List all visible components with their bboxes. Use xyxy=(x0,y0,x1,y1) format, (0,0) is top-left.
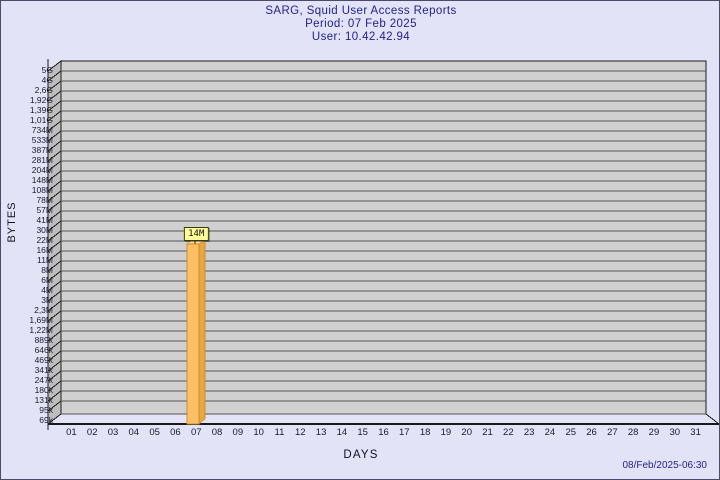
x-tick-label: 28 xyxy=(627,427,639,438)
x-tick-label: 26 xyxy=(586,427,597,438)
y-tick-label: 16M xyxy=(36,245,53,255)
y-tick-label: 387M xyxy=(31,145,53,155)
y-tick-label: 1,39G xyxy=(29,105,53,115)
x-tick-label: 21 xyxy=(482,427,493,438)
y-tick-label: 30M xyxy=(36,225,53,235)
y-tick-label: 1,22M xyxy=(29,325,53,335)
y-tick-label: 1,01G xyxy=(29,115,53,125)
x-tick-label: 04 xyxy=(128,427,140,438)
x-tick-label: 08 xyxy=(211,427,223,438)
y-tick-label: 95k xyxy=(39,405,53,415)
x-tick-label: 30 xyxy=(669,427,681,438)
y-tick-label: 41M xyxy=(36,215,53,225)
y-tick-label: 469k xyxy=(34,355,53,365)
x-tick-label: 18 xyxy=(419,427,431,438)
x-tick-label: 27 xyxy=(607,427,618,438)
x-tick-label: 16 xyxy=(378,427,389,438)
x-tick-label: 03 xyxy=(107,427,119,438)
x-tick-label: 20 xyxy=(461,427,472,438)
report-period: Period: 07 Feb 2025 xyxy=(305,18,417,30)
x-tick-label: 29 xyxy=(648,427,660,438)
y-tick-label: 3M xyxy=(41,295,53,305)
left-wall-ticks xyxy=(47,60,62,425)
page-title: SARG, Squid User Access Reports Period: … xyxy=(1,5,719,44)
x-tick-label: 06 xyxy=(170,427,181,438)
x-tick-label: 31 xyxy=(690,427,701,438)
y-tick-label: 78M xyxy=(36,195,53,205)
y-tick-label: 1,92G xyxy=(29,95,53,105)
x-tick-label: 24 xyxy=(544,427,556,438)
x-tick-label: 13 xyxy=(315,427,327,438)
y-tick-label: 1,69M xyxy=(29,315,53,325)
y-tick-label: 11M xyxy=(37,255,53,265)
y-tick-label: 4M xyxy=(41,285,53,295)
report-title: SARG, Squid User Access Reports xyxy=(265,5,457,17)
y-tick-label: 180k xyxy=(34,385,53,395)
y-axis-tick-labels: 5G 4G 2,6G 1,92G 1,39G 1,01G 734M 533M 387M 281M 2… xyxy=(1,1,53,479)
x-tick-label: 02 xyxy=(86,427,98,438)
x-tick-label: 07 xyxy=(190,427,202,438)
x-tick-label: 22 xyxy=(503,427,514,438)
bar-value-callout: 14M xyxy=(184,227,209,241)
y-tick-label: 69k xyxy=(39,415,53,425)
x-tick-label: 09 xyxy=(232,427,244,438)
report-user: User: 10.42.42.94 xyxy=(311,31,411,43)
y-tick-label: 281M xyxy=(31,155,53,165)
x-tick-label: 25 xyxy=(565,427,577,438)
x-tick-label: 01 xyxy=(66,427,77,438)
y-tick-label: 131k xyxy=(34,395,53,405)
y-tick-label: 2,3M xyxy=(34,305,53,315)
gridlines xyxy=(61,70,706,415)
x-tick-label: 17 xyxy=(399,427,410,438)
y-tick-label: 22M xyxy=(36,235,53,245)
y-tick-label: 341k xyxy=(34,365,53,375)
y-tick-label: 646k xyxy=(34,345,53,355)
generated-timestamp: 08/Feb/2025-06:30 xyxy=(622,460,707,471)
y-tick-label: 57M xyxy=(36,205,53,215)
x-tick-label: 12 xyxy=(294,427,306,438)
y-tick-label: 734M xyxy=(31,125,53,135)
y-tick-label: 4G xyxy=(41,75,53,85)
x-tick-label: 05 xyxy=(149,427,160,438)
y-tick-label: 889k xyxy=(34,335,53,345)
y-tick-label: 247k xyxy=(34,375,53,385)
y-tick-label: 204M xyxy=(31,165,53,175)
y-tick-label: 108M xyxy=(31,185,53,195)
x-axis-title: DAYS xyxy=(343,449,379,461)
y-tick-label: 6M xyxy=(41,275,53,285)
bar-day-07[interactable] xyxy=(186,237,206,425)
x-tick-label: 14 xyxy=(336,427,348,438)
y-tick-label: 148M xyxy=(31,175,53,185)
y-tick-label: 2,6G xyxy=(34,85,53,95)
x-tick-label: 15 xyxy=(357,427,368,438)
x-tick-label: 19 xyxy=(440,427,452,438)
plot-back-wall xyxy=(60,60,707,415)
y-axis-title: BYTES xyxy=(6,201,18,243)
x-tick-label: 11 xyxy=(274,427,285,438)
y-tick-label: 5G xyxy=(41,65,53,75)
y-tick-label: 533M xyxy=(31,135,53,145)
y-tick-label: 8M xyxy=(41,265,53,275)
x-tick-label: 23 xyxy=(523,427,535,438)
plot-corner-bevel-tr xyxy=(705,413,719,425)
x-tick-label: 10 xyxy=(253,427,264,438)
